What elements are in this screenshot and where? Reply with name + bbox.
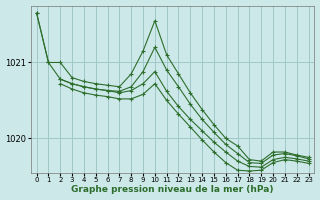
X-axis label: Graphe pression niveau de la mer (hPa): Graphe pression niveau de la mer (hPa) [71, 185, 274, 194]
